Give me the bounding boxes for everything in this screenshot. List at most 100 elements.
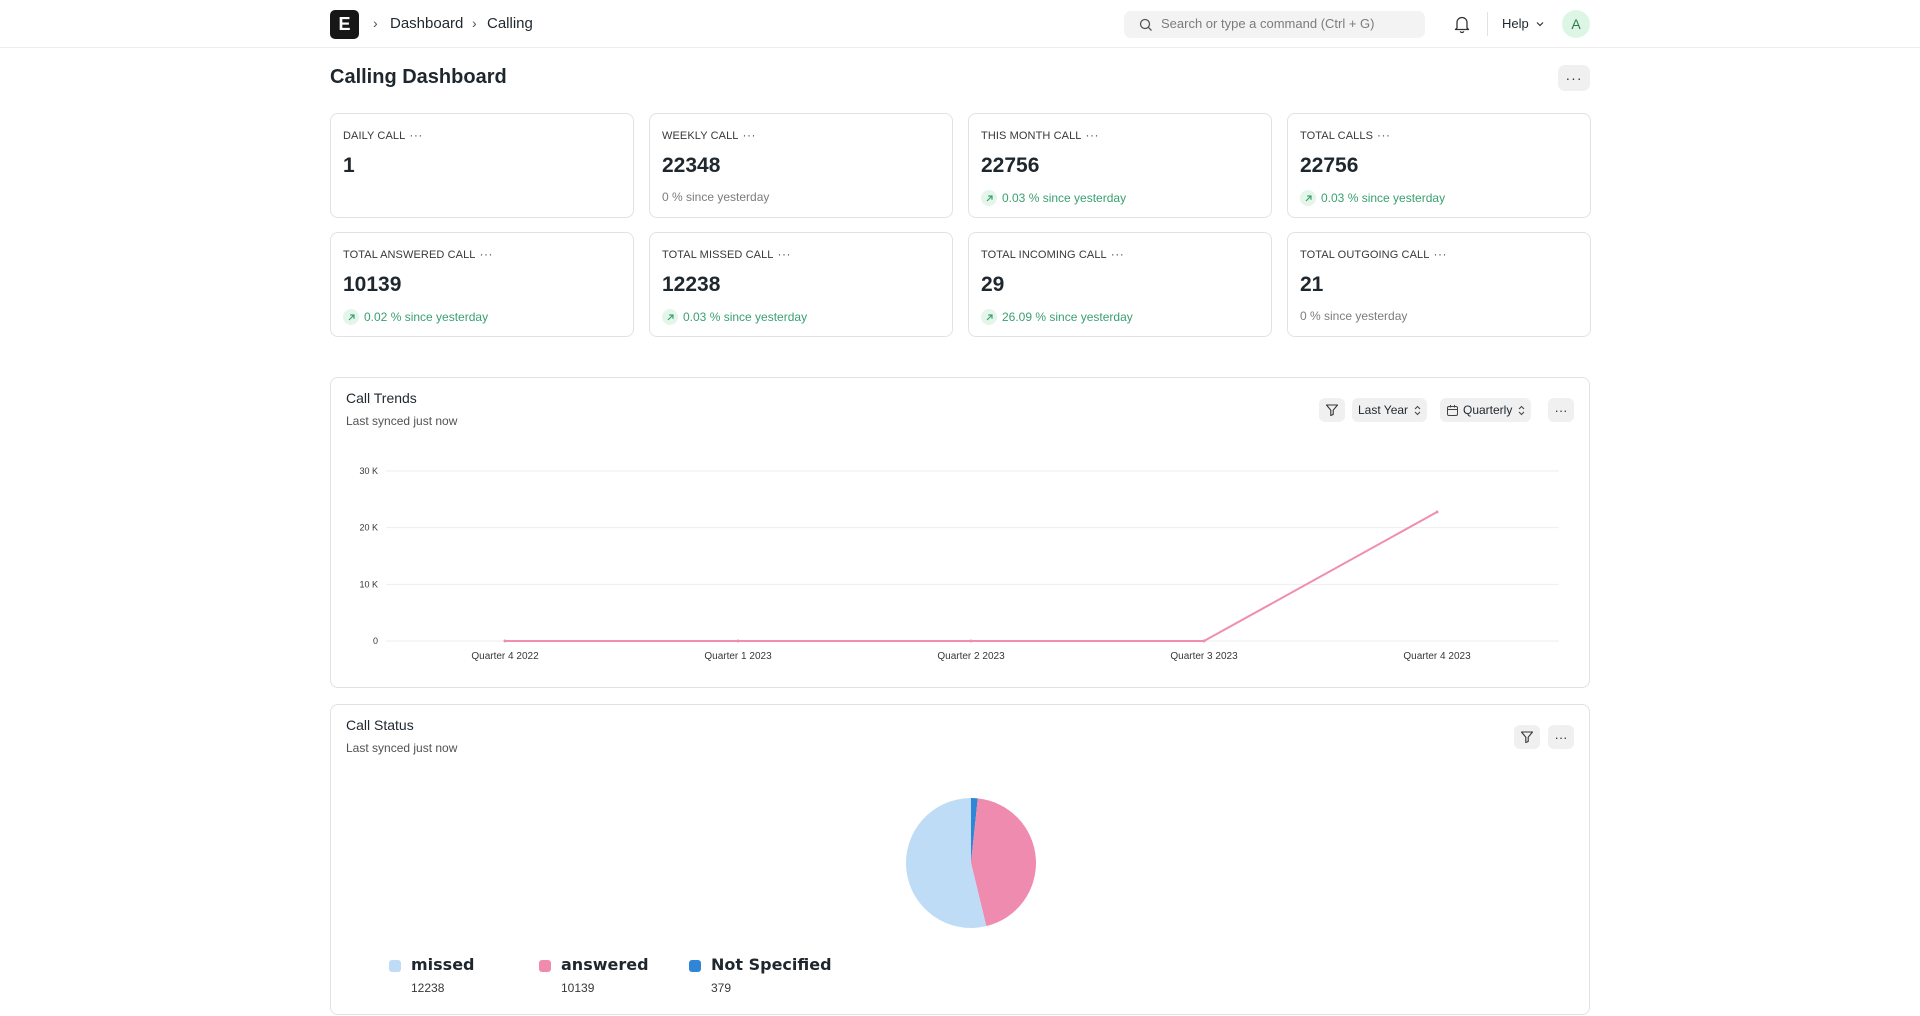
page-menu-button[interactable]: ··· — [1558, 65, 1590, 91]
card-stat-text: 0.03 % since yesterday — [1321, 191, 1446, 205]
card-menu-icon[interactable]: ··· — [1110, 247, 1125, 261]
card-stat-text: 0.03 % since yesterday — [683, 310, 808, 324]
filter-icon — [1520, 731, 1534, 744]
card-label: TOTAL OUTGOING CALL ··· — [1300, 247, 1447, 261]
navbar: E › Dashboard › Calling Search or type a… — [0, 0, 1920, 48]
card-label: DAILY CALL ··· — [343, 128, 423, 142]
card-label: WEEKLY CALL ··· — [662, 128, 756, 142]
call-status-panel: Call Status Last synced just now ··· — [330, 704, 1590, 1015]
card-stat: 0.03 % since yesterday — [662, 309, 807, 325]
card-label-text: TOTAL MISSED CALL — [662, 249, 774, 261]
card-value: 12238 — [662, 273, 721, 296]
number-card[interactable]: TOTAL INCOMING CALL ··· 29 26.09 % since ye… — [968, 232, 1272, 337]
card-label-text: TOTAL OUTGOING CALL — [1300, 249, 1430, 261]
card-value: 22348 — [662, 154, 721, 177]
series-line — [505, 511, 1438, 642]
card-menu-icon[interactable]: ··· — [479, 247, 494, 261]
number-card[interactable]: TOTAL OUTGOING CALL ··· 21 0 % since yester… — [1287, 232, 1591, 337]
y-tick-label: 0 — [373, 636, 378, 646]
arrow-up-right-icon — [662, 309, 678, 325]
search-icon — [1139, 18, 1152, 31]
legend-label: answered — [561, 955, 649, 974]
pie-slice-missed[interactable] — [906, 798, 987, 928]
card-menu-icon[interactable]: ··· — [1433, 247, 1447, 261]
search-input[interactable]: Search or type a command (Ctrl + G) — [1161, 16, 1375, 31]
arrow-up-right-icon — [981, 190, 997, 206]
breadcrumb-calling[interactable]: Calling — [487, 15, 533, 32]
data-point[interactable] — [1202, 639, 1206, 643]
chevron-right-icon: › — [373, 15, 378, 31]
data-point[interactable] — [736, 639, 740, 643]
number-card[interactable]: THIS MONTH CALL ··· 22756 0.03 % since yest… — [968, 113, 1272, 218]
card-stat-text: 0 % since yesterday — [1300, 309, 1408, 323]
help-menu[interactable]: Help — [1502, 16, 1529, 31]
data-point[interactable] — [969, 639, 973, 643]
card-value: 29 — [981, 273, 1005, 296]
data-point[interactable] — [1435, 510, 1439, 514]
card-label-text: TOTAL CALLS — [1300, 130, 1374, 142]
panel-title: Call Status — [346, 717, 414, 733]
card-label: TOTAL INCOMING CALL ··· — [981, 247, 1124, 261]
chart-menu-button[interactable]: ··· — [1548, 398, 1574, 422]
card-stat-text: 0 % since yesterday — [662, 190, 770, 204]
number-card[interactable]: TOTAL ANSWERED CALL ··· 10139 0.02 % since … — [330, 232, 634, 337]
number-card[interactable]: TOTAL CALLS ··· 22756 0.03 % since yesterda… — [1287, 113, 1591, 218]
sort-icon — [1414, 405, 1421, 415]
card-label: TOTAL ANSWERED CALL ··· — [343, 247, 493, 261]
card-stat: 0.02 % since yesterday — [343, 309, 488, 325]
filter-icon — [1325, 404, 1339, 417]
arrow-up-right-icon — [981, 309, 997, 325]
card-value: 10139 — [343, 273, 402, 296]
number-card[interactable]: TOTAL MISSED CALL ··· 12238 0.03 % since ye… — [649, 232, 953, 337]
card-menu-icon[interactable]: ··· — [742, 128, 757, 142]
chevron-right-icon: › — [472, 15, 477, 31]
card-stat-text: 0.02 % since yesterday — [364, 310, 489, 324]
card-stat: 0.03 % since yesterday — [1300, 190, 1445, 206]
card-value: 22756 — [981, 154, 1040, 177]
arrow-up-right-icon — [1300, 190, 1316, 206]
last-synced-text: Last synced just now — [346, 741, 458, 755]
card-stat: 26.09 % since yesterday — [981, 309, 1133, 325]
card-menu-icon[interactable]: ··· — [409, 128, 423, 142]
search-bar[interactable]: Search or type a command (Ctrl + G) — [1124, 11, 1425, 38]
card-menu-icon[interactable]: ··· — [1377, 128, 1391, 142]
number-card[interactable]: WEEKLY CALL ··· 22348 0 % since yesterday — [649, 113, 953, 218]
pie-slice-answered[interactable] — [971, 798, 1036, 927]
card-label-text: THIS MONTH CALL — [981, 130, 1082, 142]
pie-slice-not-specified[interactable] — [971, 798, 978, 863]
interval-select[interactable]: Quarterly — [1440, 398, 1532, 422]
panel-title: Call Trends — [346, 390, 417, 406]
chevron-down-icon[interactable] — [1535, 19, 1545, 29]
x-tick-label: Quarter 3 2023 — [1170, 651, 1238, 662]
data-point[interactable] — [503, 639, 507, 643]
avatar[interactable]: A — [1562, 10, 1590, 38]
bell-icon[interactable] — [1453, 14, 1471, 34]
x-tick-label: Quarter 2 2023 — [937, 651, 1005, 662]
chart-menu-button[interactable]: ··· — [1548, 725, 1574, 749]
y-tick-label: 20 K — [359, 523, 378, 533]
card-menu-icon[interactable]: ··· — [777, 247, 792, 261]
card-label-text: TOTAL INCOMING CALL — [981, 249, 1107, 261]
card-value: 21 — [1300, 273, 1324, 296]
navbar-divider — [1487, 12, 1488, 36]
number-card[interactable]: DAILY CALL ··· 1 — [330, 113, 634, 218]
legend-swatch — [689, 960, 701, 972]
call-status-pie-chart — [906, 798, 1036, 928]
card-menu-icon[interactable]: ··· — [1085, 128, 1100, 142]
time-range-select[interactable]: Last Year — [1352, 398, 1428, 422]
breadcrumb-dashboard[interactable]: Dashboard — [390, 15, 464, 32]
call-trends-panel: Call Trends Last synced just now Last Ye… — [330, 377, 1590, 688]
arrow-up-right-icon — [343, 309, 359, 325]
legend-value: 10139 — [561, 981, 595, 995]
x-tick-label: Quarter 4 2023 — [1403, 651, 1471, 662]
card-stat-text: 26.09 % since yesterday — [1002, 310, 1133, 324]
app-logo[interactable]: E — [330, 10, 359, 39]
last-synced-text: Last synced just now — [346, 414, 458, 428]
legend-label: missed — [411, 955, 475, 974]
filter-button[interactable] — [1514, 725, 1540, 749]
sort-icon — [1519, 405, 1525, 415]
filter-button[interactable] — [1319, 398, 1345, 422]
legend-value: 12238 — [411, 981, 445, 995]
interval-label: Quarterly — [1463, 403, 1513, 417]
x-tick-label: Quarter 1 2023 — [704, 651, 772, 662]
